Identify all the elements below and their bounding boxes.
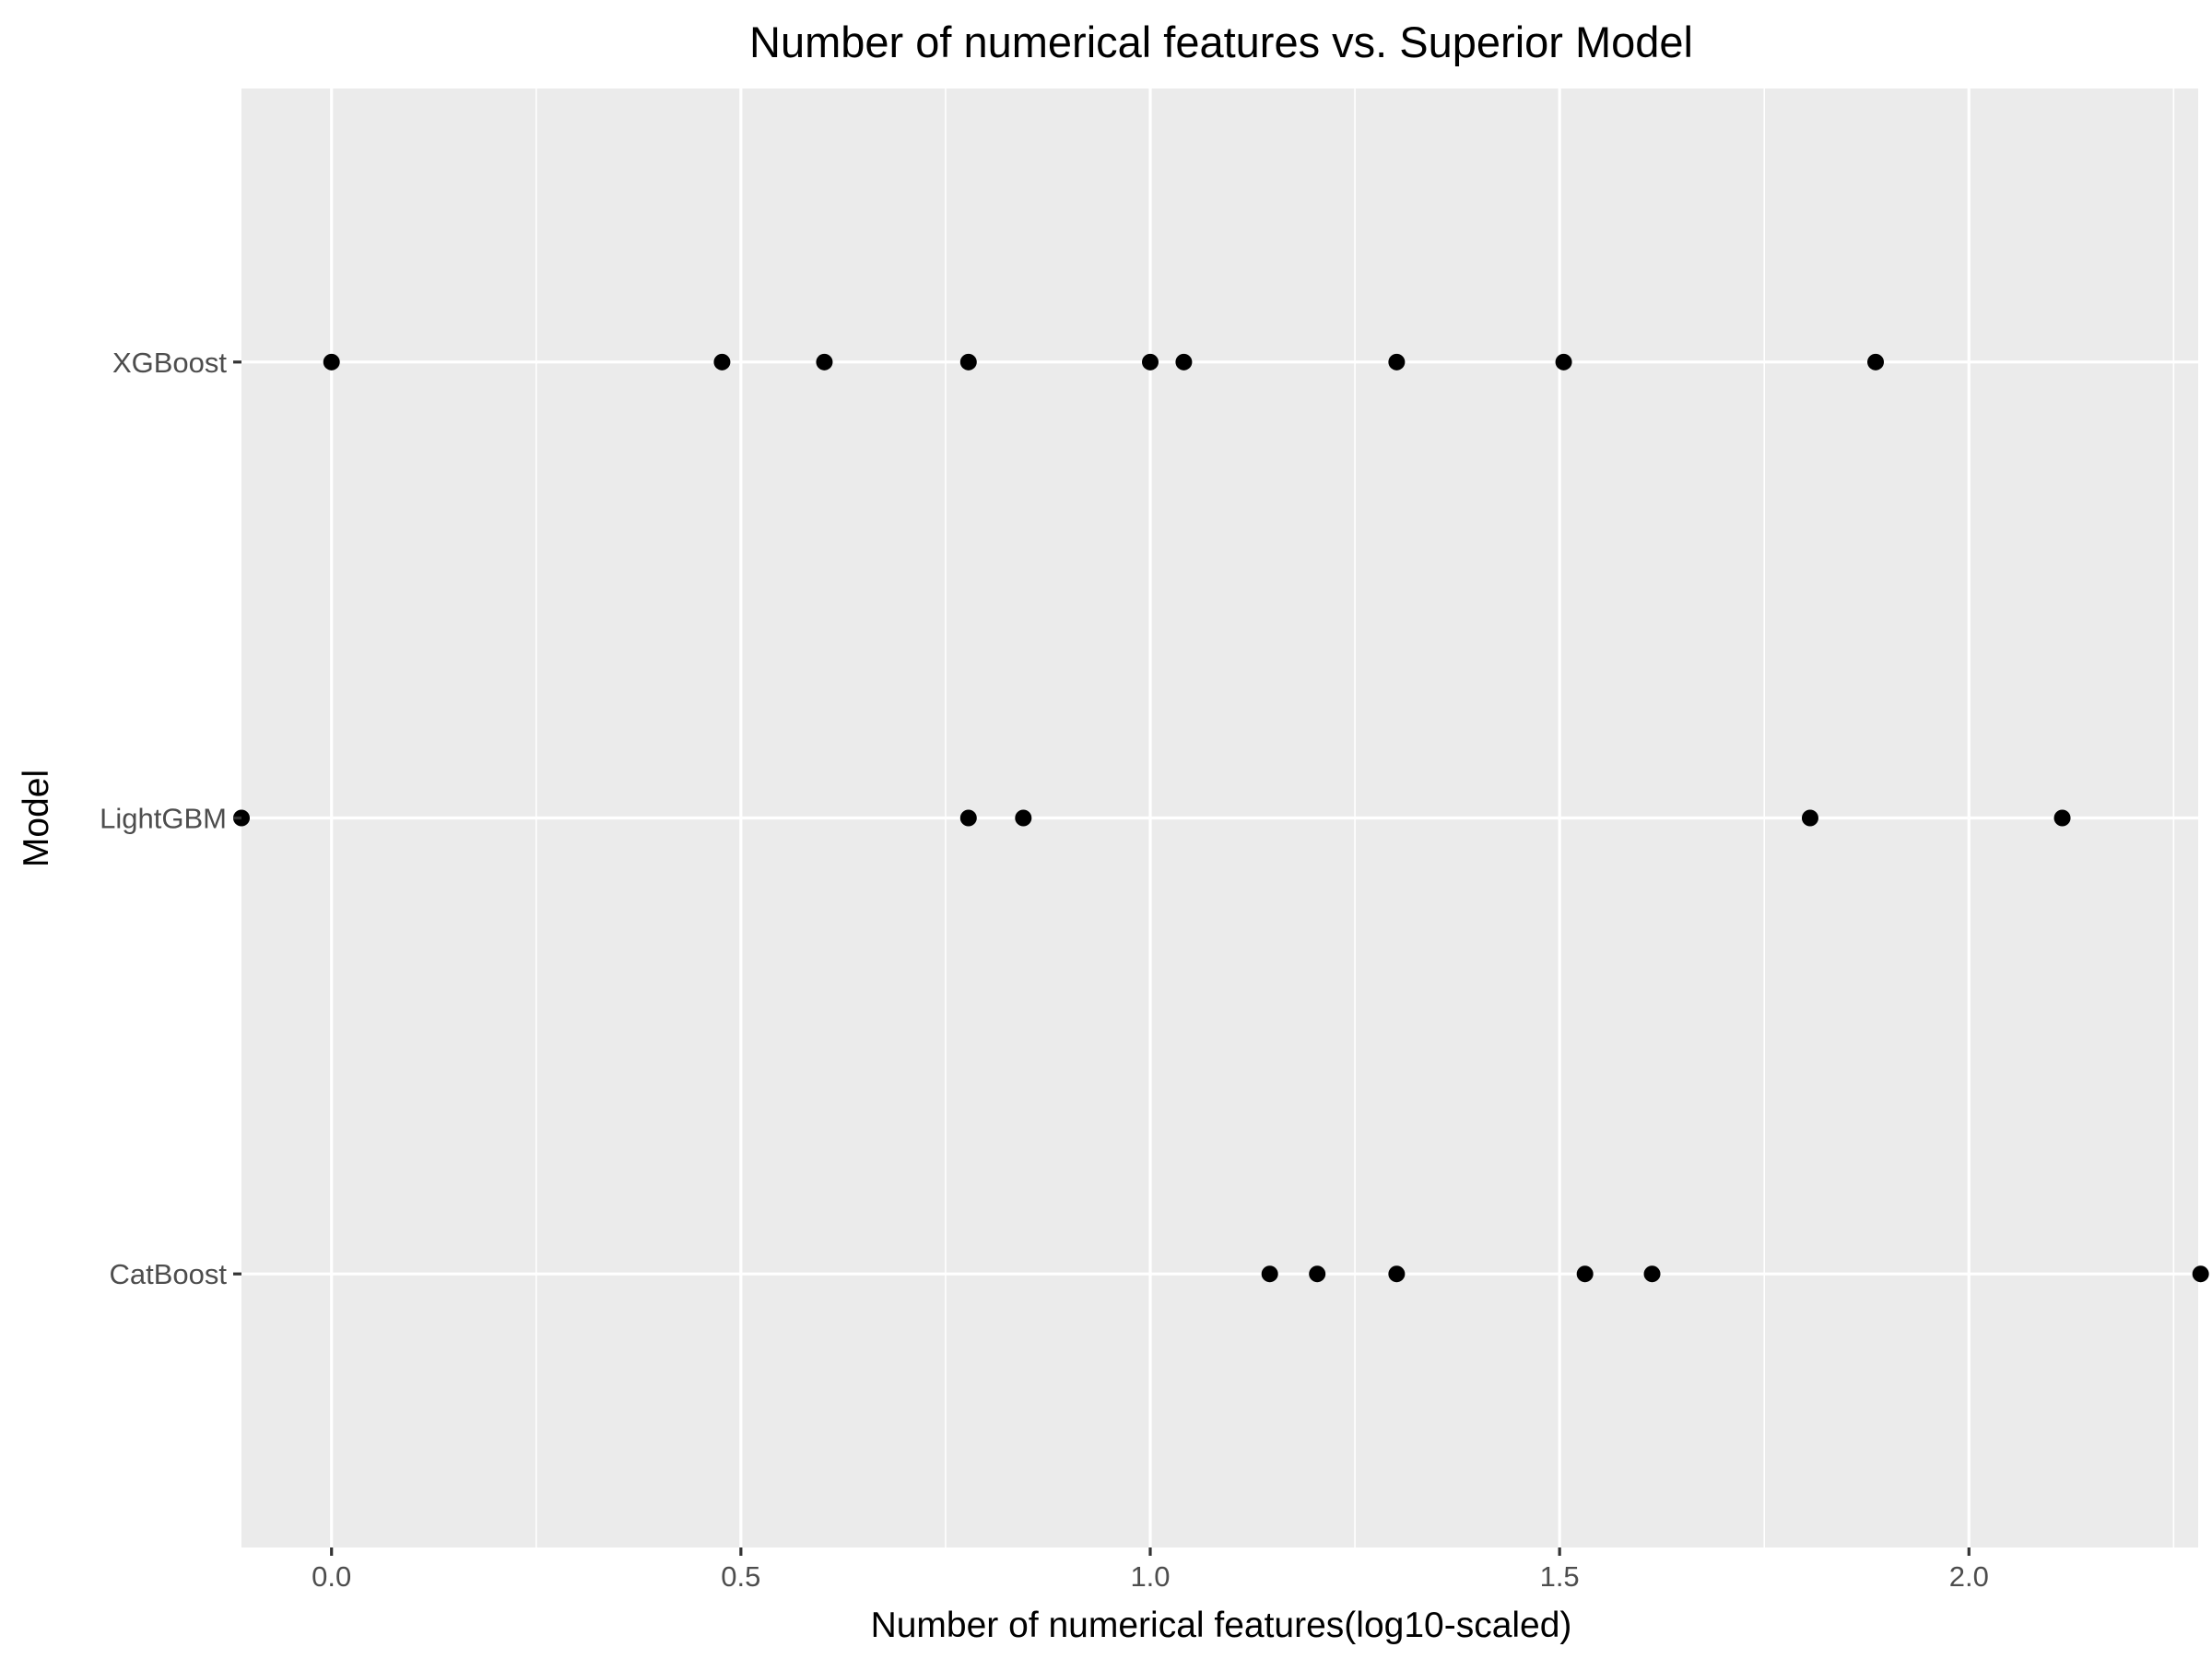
data-point-xgboost [1555,353,1572,371]
x-tick-label: 0.0 [312,1560,351,1593]
x-tick-label: 1.5 [1540,1560,1580,1593]
data-point-lightgbm [959,809,977,827]
data-point-catboost [1643,1265,1661,1283]
chart-title: Number of numerical features vs. Superio… [749,18,1693,66]
data-point-catboost [2192,1265,2209,1283]
y-tick-label: CatBoost [109,1258,227,1290]
y-tick-label: XGBoost [112,347,227,379]
data-point-xgboost [1175,353,1193,371]
data-point-xgboost [323,353,340,371]
x-tick-label: 2.0 [1949,1560,1989,1593]
data-point-xgboost [816,353,833,371]
data-point-catboost [1388,1265,1406,1283]
data-points [233,353,2209,1283]
data-point-catboost [1261,1265,1278,1283]
x-tick-label: 0.5 [721,1560,760,1593]
y-tick-label: LightGBM [100,803,227,835]
x-axis: 0.0 0.5 1.0 1.5 2.0 [312,1547,1989,1593]
x-axis-title: Number of numerical features(log10-scale… [871,1606,1572,1645]
major-gridlines [241,88,2198,1547]
data-point-xgboost [1141,353,1159,371]
data-point-catboost [1309,1265,1326,1283]
y-axis: CatBoost LightGBM XGBoost [100,347,241,1290]
data-point-xgboost [1867,353,1885,371]
y-axis-title: Model [17,770,56,867]
data-point-lightgbm [2053,809,2071,827]
data-point-lightgbm [1801,809,1818,827]
x-tick-label: 1.0 [1130,1560,1170,1593]
data-point-xgboost [1388,353,1406,371]
data-point-xgboost [713,353,731,371]
data-point-lightgbm [1015,809,1032,827]
data-point-catboost [1576,1265,1594,1283]
data-point-xgboost [959,353,977,371]
